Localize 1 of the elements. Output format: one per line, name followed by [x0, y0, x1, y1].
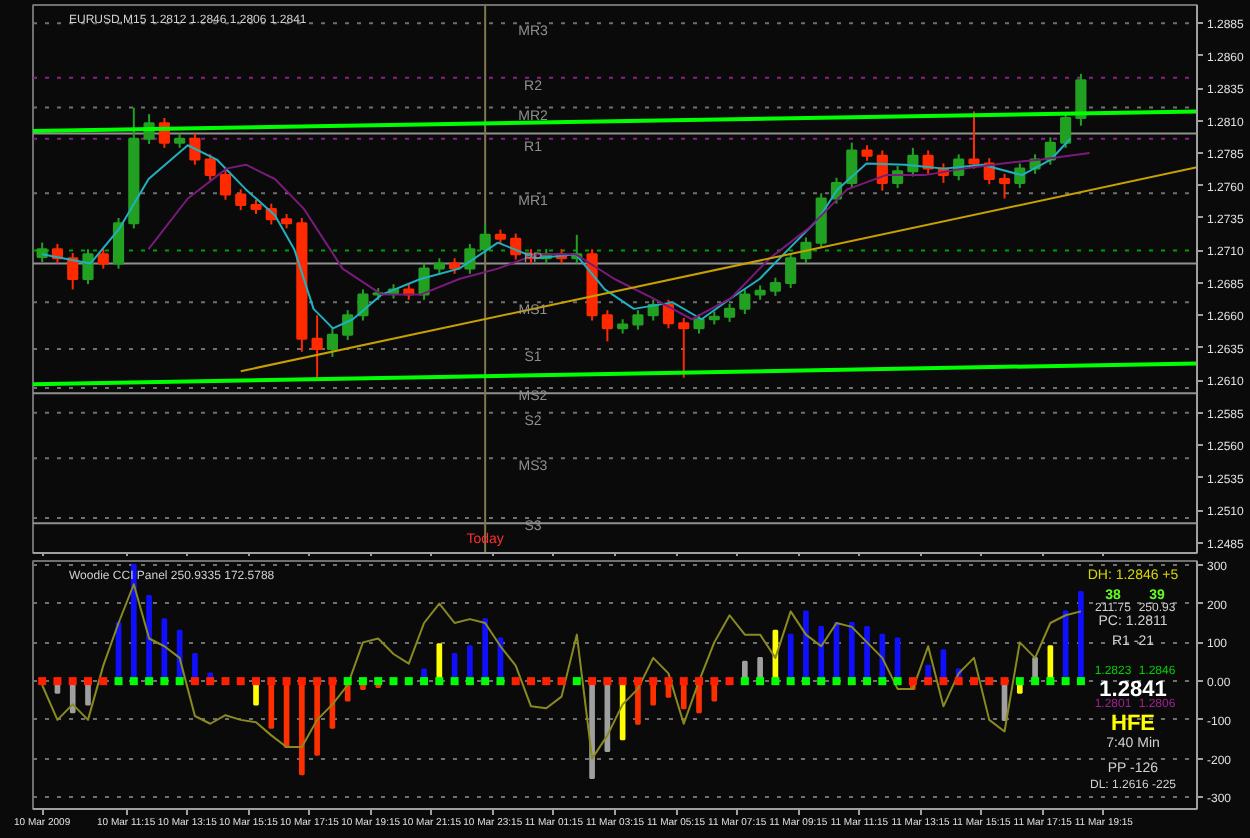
- annotation: HFE: [1111, 711, 1155, 736]
